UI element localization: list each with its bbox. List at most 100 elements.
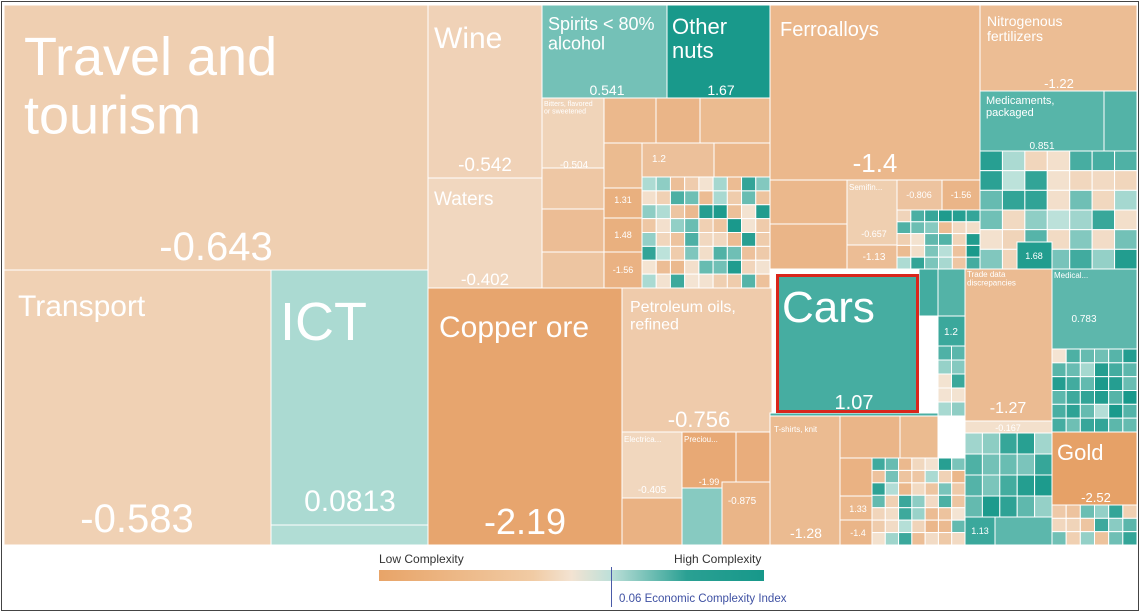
mixed-h-cell[interactable] — [1108, 517, 1124, 533]
mixed-a-cell[interactable] — [698, 204, 714, 220]
mixed-e-cell[interactable] — [1079, 362, 1096, 378]
mixed-g-cell[interactable] — [981, 453, 1001, 476]
mixed-a-cell[interactable] — [726, 218, 743, 233]
mixed-c-cell[interactable] — [979, 229, 1003, 250]
mixed-c-cell[interactable] — [1114, 229, 1138, 250]
mixed-e-cell[interactable] — [1094, 362, 1110, 378]
mixed-g-cell[interactable] — [964, 453, 983, 476]
mixed-b-cell[interactable] — [951, 256, 967, 270]
mixed-d-cell[interactable] — [937, 373, 952, 389]
mixed-a-cell[interactable] — [684, 245, 700, 261]
mixed-a-cell[interactable] — [669, 190, 686, 206]
mixed-e-cell[interactable] — [1108, 417, 1124, 433]
ferro-tile[interactable] — [769, 5, 981, 181]
food-c[interactable] — [541, 251, 605, 289]
tsh-c[interactable] — [839, 457, 876, 497]
mixed-h-cell[interactable] — [1108, 504, 1124, 519]
mixed-b-cell[interactable] — [924, 244, 940, 258]
mixed-e-cell[interactable] — [1108, 403, 1124, 419]
mixed-f-cell[interactable] — [951, 469, 966, 484]
mixed-h-cell[interactable] — [1094, 531, 1110, 545]
mixed-f-cell[interactable] — [898, 457, 913, 471]
cars-a[interactable] — [918, 268, 939, 317]
mixed-f-cell[interactable] — [924, 469, 939, 484]
mixed-e-cell[interactable] — [1065, 348, 1081, 364]
mixed-a-cell[interactable] — [641, 232, 657, 247]
mixed-a-cell[interactable] — [755, 259, 771, 275]
mixed-d-cell[interactable] — [951, 359, 966, 375]
mixed-f-cell[interactable] — [884, 469, 900, 484]
medical-tile[interactable] — [1051, 268, 1138, 350]
mixed-b-cell[interactable] — [924, 233, 940, 246]
mixed-a-cell[interactable] — [755, 204, 771, 220]
mixed-e-cell[interactable] — [1108, 390, 1124, 405]
mixed-e-cell[interactable] — [1122, 362, 1138, 378]
mixed-b-cell[interactable] — [910, 233, 926, 246]
mixed-a-cell[interactable] — [684, 204, 700, 220]
mixed-a-cell[interactable] — [755, 176, 771, 192]
mixed-h-cell[interactable] — [1065, 531, 1081, 545]
mixed-c-cell[interactable] — [979, 170, 1003, 191]
mixed-a-cell[interactable] — [641, 218, 657, 233]
mixed-e-cell[interactable] — [1079, 376, 1096, 391]
mixed-f-cell[interactable] — [871, 457, 886, 471]
mixed-b-cell[interactable] — [896, 256, 912, 270]
mixed-b-cell[interactable] — [910, 209, 926, 223]
mixed-h-cell[interactable] — [1094, 504, 1110, 519]
wine-tile[interactable] — [427, 5, 543, 179]
mixed-e-cell[interactable] — [1122, 376, 1138, 391]
mixed-c-cell[interactable] — [1046, 170, 1071, 191]
food-j[interactable] — [603, 187, 643, 219]
mixed-g-cell[interactable] — [1016, 474, 1036, 497]
mixed-f-cell[interactable] — [884, 494, 900, 509]
mixed-f-cell[interactable] — [951, 507, 966, 521]
mixed-g-cell[interactable] — [1016, 432, 1036, 455]
mixed-a-cell[interactable] — [726, 176, 743, 192]
mixed-e-cell[interactable] — [1051, 403, 1067, 419]
food-b[interactable] — [541, 208, 605, 253]
mixed-a-cell[interactable] — [726, 245, 743, 261]
mixed-f-cell[interactable] — [884, 482, 900, 496]
mixed-b-cell[interactable] — [938, 233, 953, 246]
mixed-h-cell[interactable] — [1079, 504, 1096, 519]
mixed-g-cell[interactable] — [1016, 495, 1036, 518]
mixed-a-cell[interactable] — [698, 273, 714, 289]
mixed-e-cell[interactable] — [1051, 390, 1067, 405]
mixed-e-cell[interactable] — [1122, 390, 1138, 405]
mixed-a-cell[interactable] — [655, 273, 671, 289]
mixed-b-cell[interactable] — [924, 221, 940, 235]
copper-tile[interactable] — [427, 287, 623, 545]
mixed-b-cell[interactable] — [938, 256, 953, 270]
mixed-e-cell[interactable] — [1108, 348, 1124, 364]
mixed-a-cell[interactable] — [698, 232, 714, 247]
mixed-e-cell[interactable] — [1065, 390, 1081, 405]
mixed-a-cell[interactable] — [726, 204, 743, 220]
mixed-h-cell[interactable] — [1065, 504, 1081, 519]
mixed-f-cell[interactable] — [937, 532, 953, 545]
mixed-f-cell[interactable] — [898, 532, 913, 545]
mixed-b-cell[interactable] — [938, 209, 953, 223]
mixed-c-cell[interactable] — [979, 150, 1003, 172]
mixed-a-cell[interactable] — [641, 204, 657, 220]
mixed-a-cell[interactable] — [641, 176, 657, 192]
mixed-b-cell[interactable] — [896, 244, 912, 258]
mixed-g-cell[interactable] — [964, 432, 983, 455]
mixed-e-cell[interactable] — [1094, 376, 1110, 391]
mixed-d-cell[interactable] — [951, 387, 966, 403]
mixed-a-cell[interactable] — [741, 259, 757, 275]
mixed-f-cell[interactable] — [924, 519, 939, 534]
mixed-g-cell[interactable] — [981, 432, 1001, 455]
mixed-h-cell[interactable] — [1065, 517, 1081, 533]
mixed-e-cell[interactable] — [1051, 348, 1067, 364]
ferro-e[interactable] — [941, 179, 981, 211]
ict-tile[interactable] — [270, 269, 429, 526]
mixed-a-cell[interactable] — [655, 176, 671, 192]
mixed-a-cell[interactable] — [741, 218, 757, 233]
mixed-g-cell[interactable] — [1034, 432, 1053, 455]
mixed-g-cell[interactable] — [964, 474, 983, 497]
mixed-c-cell[interactable] — [1069, 150, 1093, 172]
mixed-a-cell[interactable] — [755, 273, 771, 289]
mixed-e-cell[interactable] — [1065, 362, 1081, 378]
mixed-a-cell[interactable] — [712, 245, 728, 261]
food-a[interactable] — [541, 167, 605, 210]
